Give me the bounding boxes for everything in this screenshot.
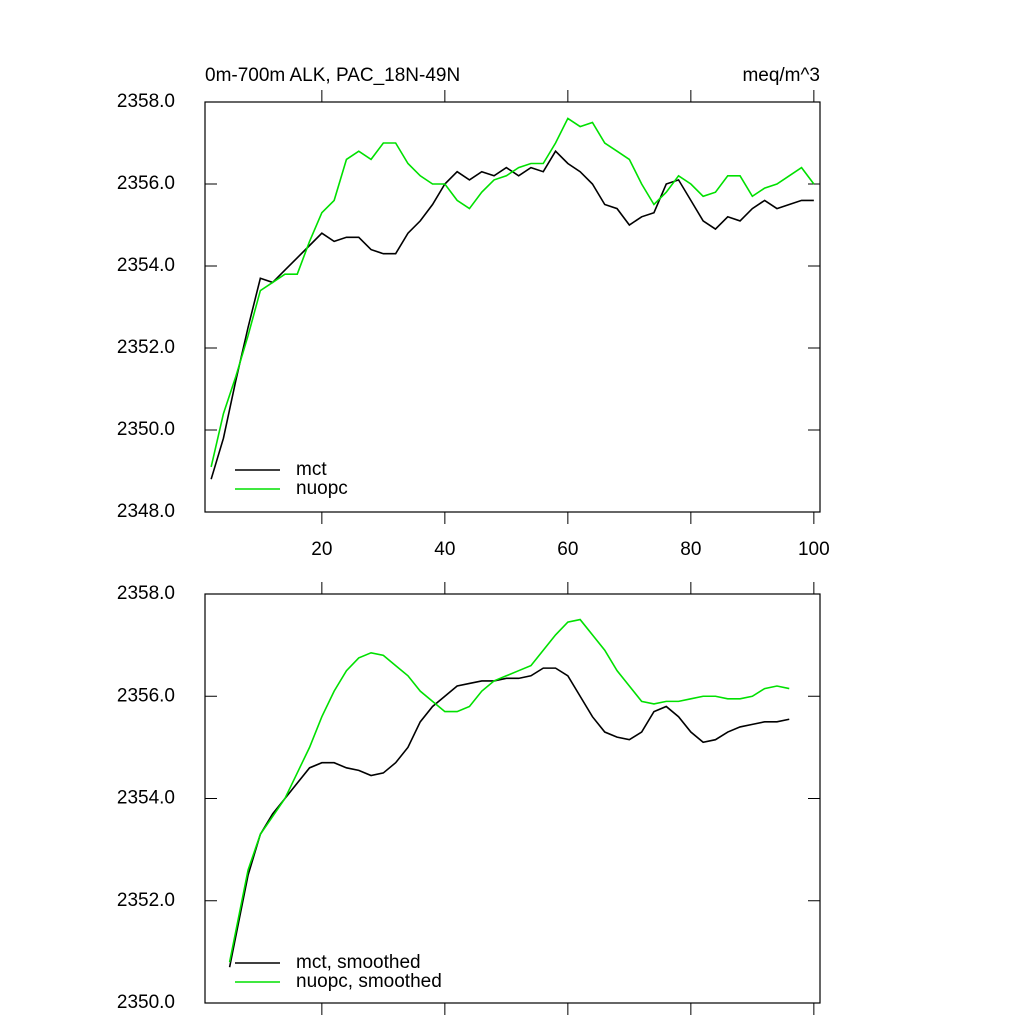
series-line	[210, 149, 814, 480]
legend-label: nuopc, smoothed	[296, 971, 442, 992]
y-tick-label: 2352.0	[117, 337, 175, 358]
y-tick-label: 2352.0	[117, 890, 175, 911]
y-tick-label: 2356.0	[117, 173, 175, 194]
series-line	[228, 618, 790, 963]
y-tick-label: 2358.0	[117, 91, 175, 112]
y-tick-label: 2350.0	[117, 992, 175, 1013]
legend-label: mct	[296, 459, 327, 480]
y-tick-label: 2350.0	[117, 419, 175, 440]
legend-label: mct, smoothed	[296, 952, 421, 973]
x-tick-label: 60	[557, 539, 578, 560]
plot-frame	[204, 101, 821, 513]
y-tick-label: 2356.0	[117, 685, 175, 706]
chart-title: 0m-700m ALK, PAC_18N-49N	[205, 65, 460, 86]
plot-frame	[204, 593, 821, 1004]
x-tick-label: 100	[798, 539, 830, 560]
series-line	[228, 667, 790, 968]
legend-label: nuopc	[296, 478, 348, 499]
x-tick-label: 20	[311, 539, 332, 560]
series-line	[210, 117, 815, 468]
y-tick-label: 2358.0	[117, 583, 175, 604]
units-label: meq/m^3	[742, 65, 820, 86]
y-tick-label: 2354.0	[117, 255, 175, 276]
x-tick-label: 80	[680, 539, 701, 560]
x-tick-label: 40	[434, 539, 455, 560]
y-tick-label: 2348.0	[117, 501, 175, 522]
y-tick-label: 2354.0	[117, 788, 175, 809]
